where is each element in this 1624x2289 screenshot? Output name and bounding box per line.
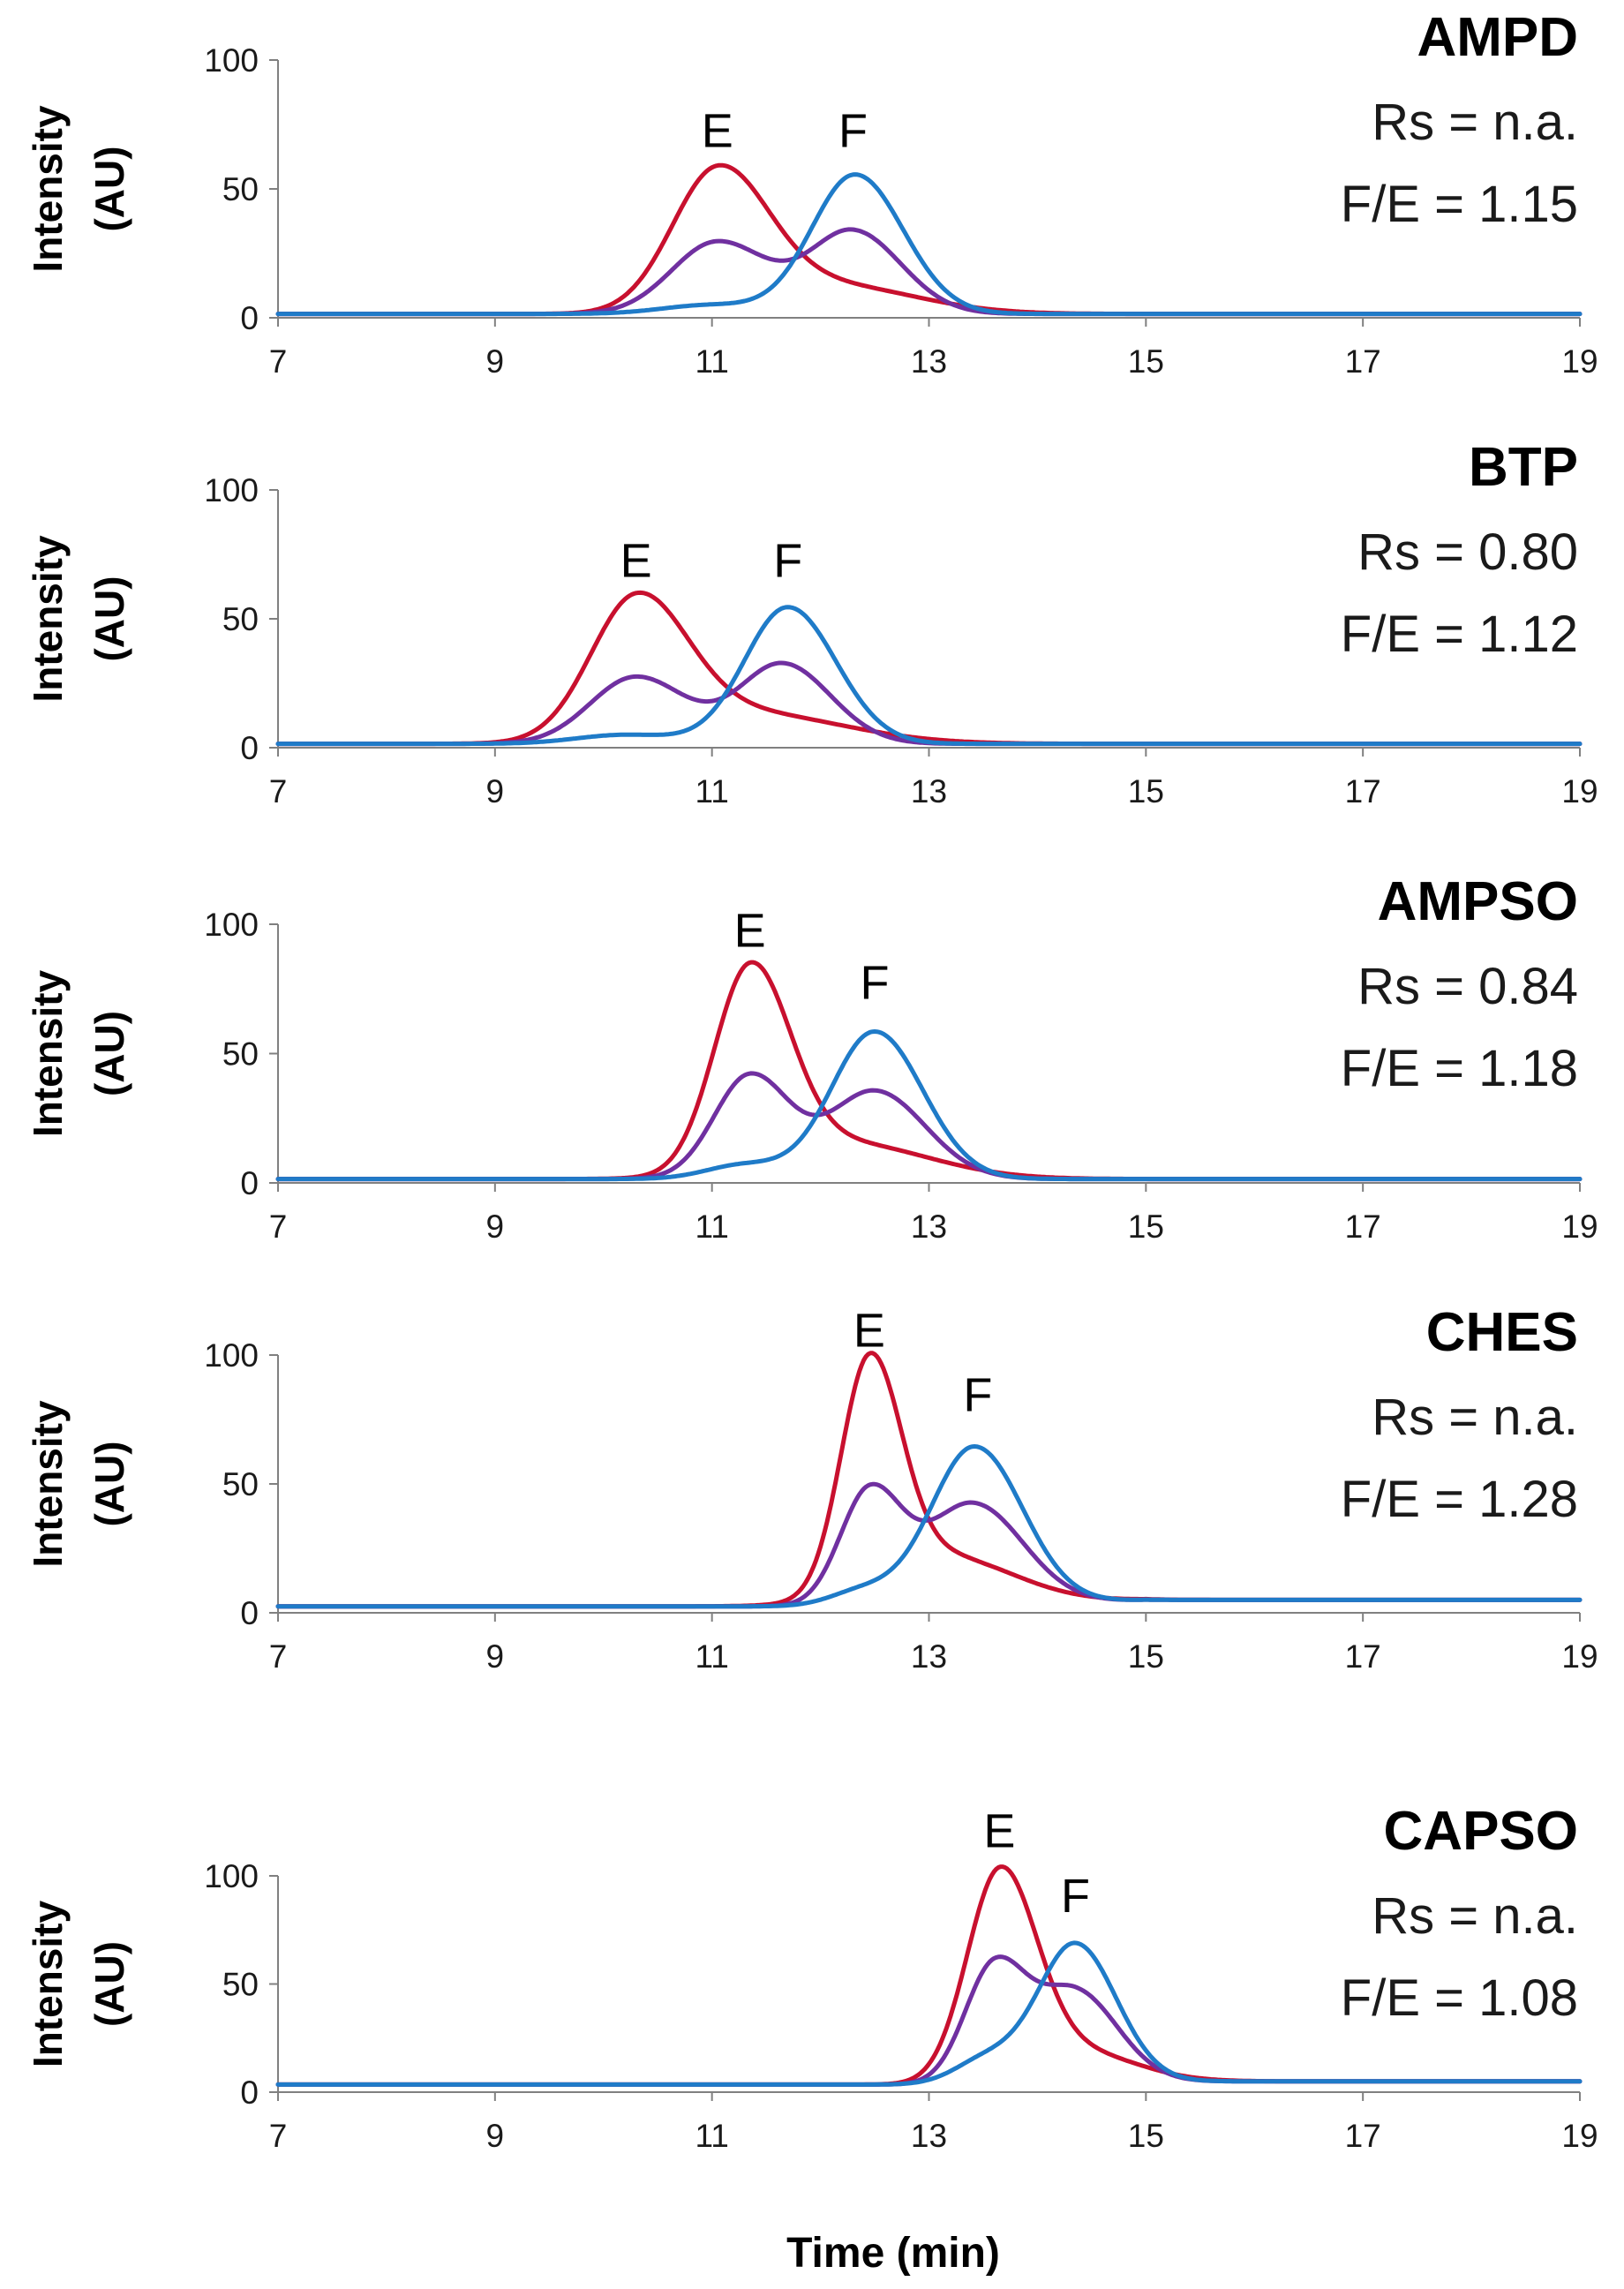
x-tick-label: 15 <box>1128 773 1164 809</box>
x-tick-label: 7 <box>269 343 288 380</box>
panel-btp: 0 50 100 7 9 11 13 15 17 19 Intensity (AU) E F BTP Rs =… <box>25 437 1598 809</box>
peak-label-f: F <box>861 956 890 1009</box>
x-tick-label: 9 <box>486 773 505 809</box>
x-tick-label: 11 <box>695 773 728 809</box>
fe-annotation: F/E = 1.08 <box>1341 1969 1578 2027</box>
peak-label-f: F <box>1061 1870 1090 1923</box>
x-tick-label: 19 <box>1561 1638 1598 1675</box>
y-axis-title-line2: (AU) <box>86 576 132 661</box>
y-tick-label: 0 <box>240 730 259 766</box>
x-tick-label: 7 <box>269 1638 288 1675</box>
x-tick-label: 17 <box>1345 1209 1381 1245</box>
peak-label-f: F <box>838 104 868 157</box>
panel-title: BTP <box>1469 437 1578 498</box>
series-line-f <box>275 605 1583 747</box>
x-tick-label: 13 <box>911 773 947 809</box>
peak-label-e: E <box>702 104 733 157</box>
panel-title: AMPSO <box>1378 871 1578 932</box>
panel-ches: 0 50 100 7 9 11 13 15 17 19 Intensity (AU) E F CHES Rs … <box>25 1302 1598 1675</box>
series-line-f <box>275 1029 1583 1182</box>
y-axis-title-line2: (AU) <box>86 1941 132 2027</box>
y-axis-title-line2: (AU) <box>86 1011 132 1096</box>
x-tick-label: 13 <box>911 1209 947 1245</box>
x-tick-label: 15 <box>1128 343 1164 380</box>
y-tick-label: 0 <box>240 1165 259 1201</box>
series-line-f <box>275 1444 1583 1609</box>
panel-title: CAPSO <box>1384 1801 1578 1862</box>
x-tick-label: 9 <box>486 1209 505 1245</box>
rs-annotation: Rs = 0.84 <box>1357 958 1578 1015</box>
peak-label-f: F <box>963 1368 992 1421</box>
x-tick-label: 11 <box>695 343 728 380</box>
x-tick-label: 19 <box>1561 1209 1598 1245</box>
rs-annotation: Rs = n.a. <box>1372 1887 1578 1945</box>
y-axis-title-line1: Intensity <box>25 105 71 273</box>
y-tick-label: 100 <box>204 472 259 508</box>
fe-annotation: F/E = 1.18 <box>1341 1040 1578 1097</box>
x-tick-label: 17 <box>1345 1638 1381 1675</box>
x-tick-label: 15 <box>1128 1638 1164 1675</box>
series-line-f <box>275 1940 1583 2087</box>
rs-annotation: Rs = n.a. <box>1372 1389 1578 1446</box>
x-tick-label: 19 <box>1561 2118 1598 2154</box>
panel-title: CHES <box>1426 1302 1578 1363</box>
fe-annotation: F/E = 1.15 <box>1341 176 1578 233</box>
peak-label-e: E <box>853 1304 885 1357</box>
y-tick-label: 50 <box>222 1967 259 2003</box>
y-tick-label: 100 <box>204 907 259 943</box>
x-tick-label: 13 <box>911 1638 947 1675</box>
y-axis-title-line2: (AU) <box>86 146 132 231</box>
y-tick-label: 0 <box>240 300 259 336</box>
y-tick-label: 50 <box>222 1036 259 1073</box>
x-tick-label: 15 <box>1128 1209 1164 1245</box>
x-tick-label: 19 <box>1561 343 1598 380</box>
peak-label-f: F <box>773 534 802 587</box>
x-tick-label: 9 <box>486 343 505 380</box>
x-tick-label: 7 <box>269 1209 288 1245</box>
x-tick-label: 7 <box>269 2118 288 2154</box>
peak-label-e: E <box>983 1805 1015 1858</box>
x-tick-label: 9 <box>486 1638 505 1675</box>
x-tick-label: 17 <box>1345 343 1381 380</box>
y-tick-label: 0 <box>240 1595 259 1631</box>
peak-label-e: E <box>734 905 766 958</box>
y-axis-title-line1: Intensity <box>25 535 71 703</box>
y-axis-title-line1: Intensity <box>25 1901 71 2068</box>
x-tick-label: 11 <box>695 2118 728 2154</box>
fe-annotation: F/E = 1.12 <box>1341 606 1578 663</box>
y-tick-label: 50 <box>222 601 259 637</box>
x-tick-label: 17 <box>1345 773 1381 809</box>
panel-title: AMPD <box>1417 7 1578 68</box>
x-tick-label: 11 <box>695 1638 728 1675</box>
fe-annotation: F/E = 1.28 <box>1341 1471 1578 1528</box>
series-line-f <box>275 172 1583 317</box>
y-axis-title-line2: (AU) <box>86 1441 132 1526</box>
y-axis-title-line1: Intensity <box>25 970 71 1138</box>
y-tick-label: 50 <box>222 1466 259 1502</box>
y-axis-title-line1: Intensity <box>25 1400 71 1568</box>
y-tick-label: 100 <box>204 42 259 79</box>
rs-annotation: Rs = 0.80 <box>1357 523 1578 581</box>
series-line-mixture <box>275 660 1583 747</box>
y-tick-label: 50 <box>222 171 259 207</box>
x-tick-label: 17 <box>1345 2118 1381 2154</box>
x-tick-label: 7 <box>269 773 288 809</box>
x-tick-label: 19 <box>1561 773 1598 809</box>
x-tick-label: 9 <box>486 2118 505 2154</box>
x-axis-title: Time (min) <box>786 2230 1000 2277</box>
panel-ampd: 0 50 100 7 9 11 13 15 17 19 Intensity (AU) E F AMPD Rs … <box>25 7 1598 380</box>
panel-ampso: 0 50 100 7 9 11 13 15 17 19 Intensity (AU) E F AMPSO Rs… <box>25 871 1598 1245</box>
x-tick-label: 15 <box>1128 2118 1164 2154</box>
rs-annotation: Rs = n.a. <box>1372 94 1578 151</box>
x-tick-label: 11 <box>695 1209 728 1245</box>
panel-capso: 0 50 100 7 9 11 13 15 17 19 Intensity (AU) EF CAPSO Rs… <box>25 1801 1598 2154</box>
x-tick-label: 13 <box>911 343 947 380</box>
y-tick-label: 100 <box>204 1337 259 1374</box>
peak-label-e: E <box>620 534 652 587</box>
x-tick-label: 13 <box>911 2118 947 2154</box>
y-tick-label: 100 <box>204 1858 259 1894</box>
y-tick-label: 0 <box>240 2074 259 2111</box>
